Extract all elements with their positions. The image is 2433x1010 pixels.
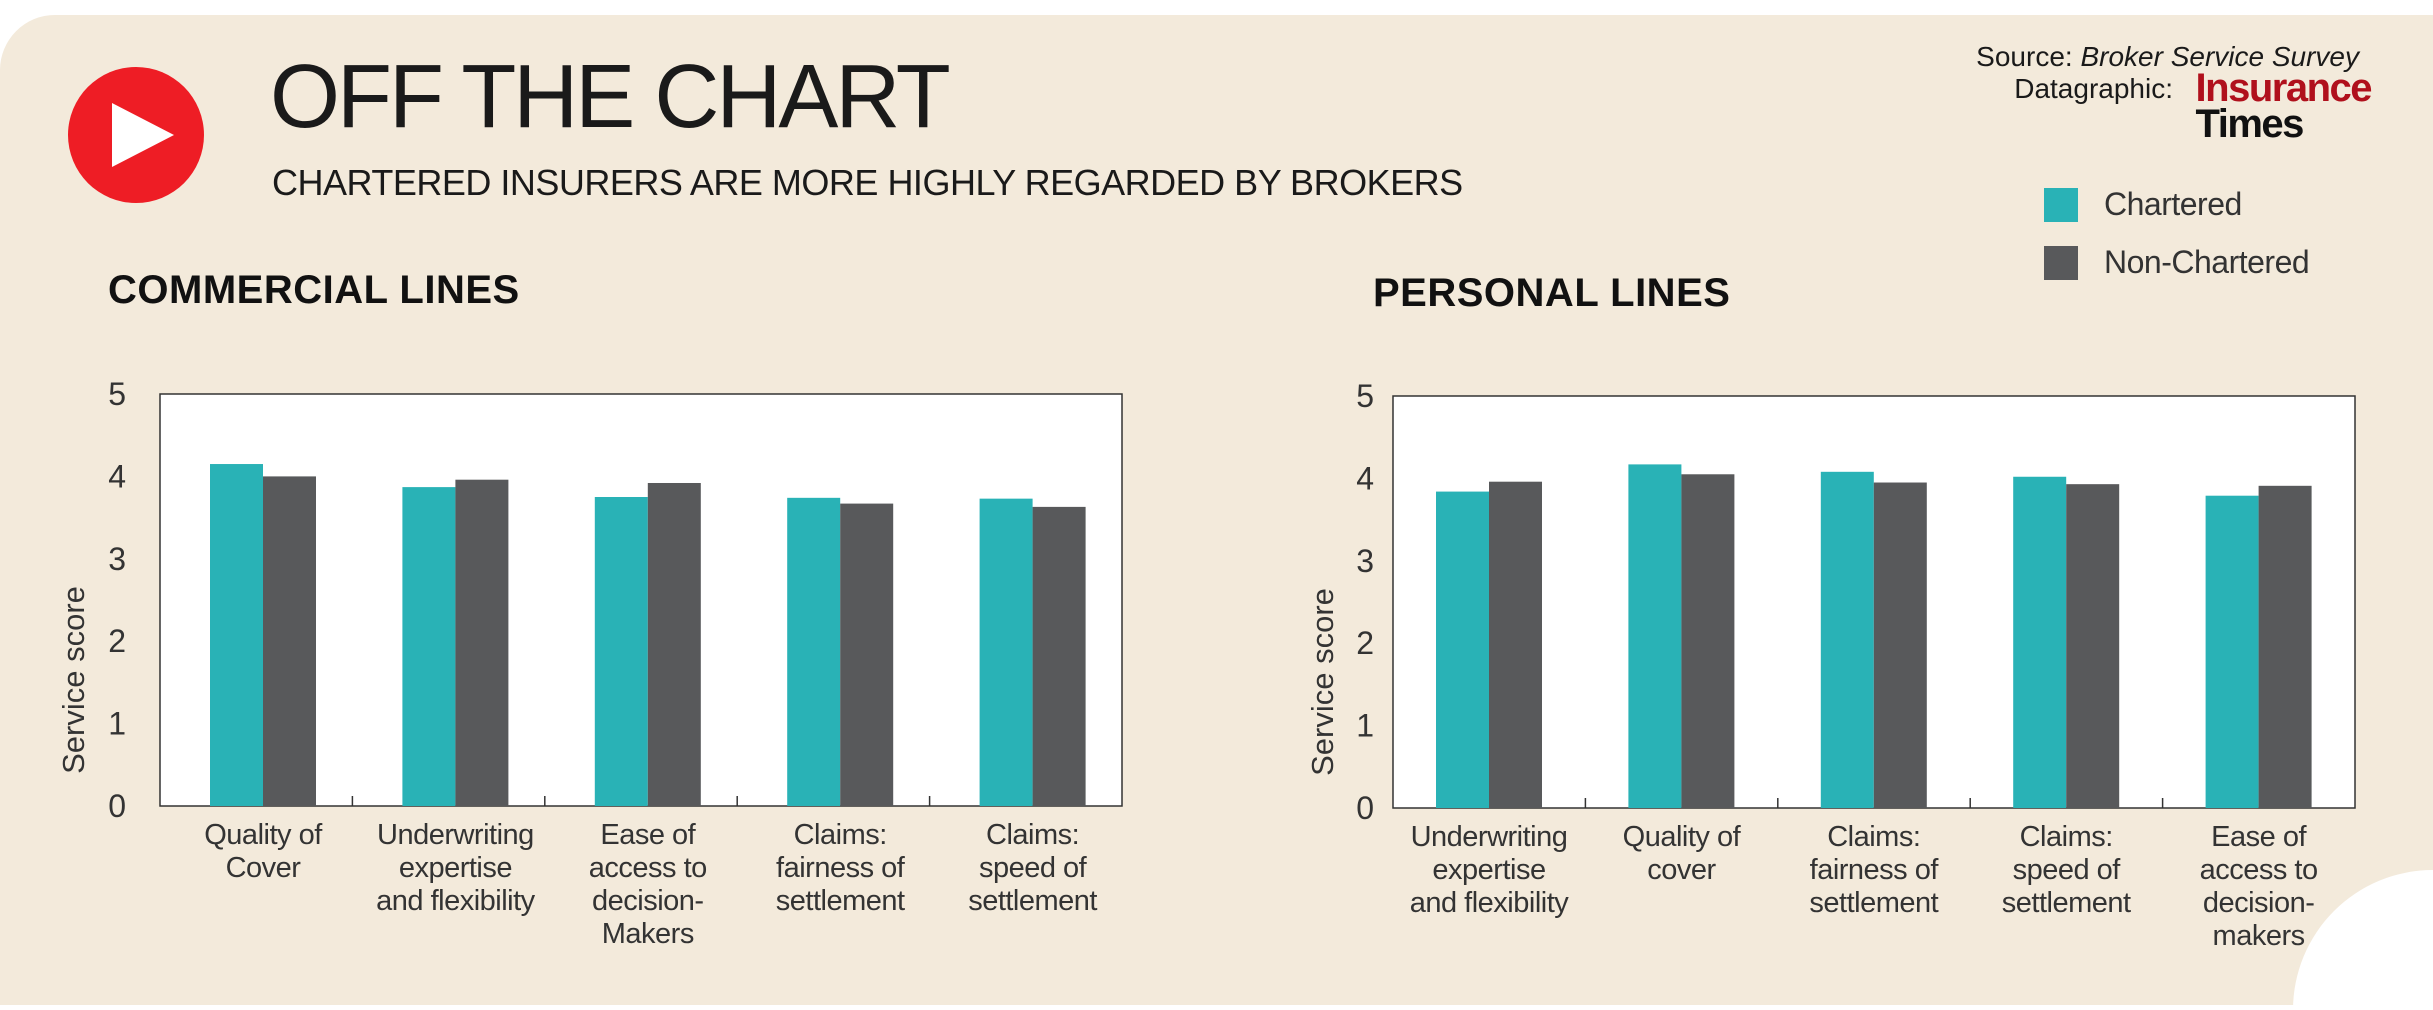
commercial-x-category-label-4: Claims: speed of settlement bbox=[968, 819, 1097, 917]
personal-bar-non-chartered-1 bbox=[1681, 474, 1735, 808]
commercial-bar-non-chartered-1 bbox=[455, 479, 509, 806]
commercial-y-tick-label-4: 4 bbox=[108, 458, 126, 494]
commercial-y-tick-label-1: 1 bbox=[108, 706, 126, 742]
personal-y-tick-label-5: 5 bbox=[1356, 378, 1374, 414]
personal-bar-chartered-2 bbox=[1820, 471, 1874, 808]
legend-swatch-non-chartered bbox=[2044, 246, 2078, 280]
commercial-lines-title: COMMERCIAL LINES bbox=[108, 268, 520, 312]
commercial-y-tick-label-2: 2 bbox=[108, 623, 126, 659]
datagraphic-label: Datagraphic: bbox=[2014, 73, 2173, 104]
commercial-x-category-label-2: Ease of access to decision-Makers bbox=[589, 819, 707, 950]
legend-label-non-chartered: Non-Chartered bbox=[2104, 244, 2310, 280]
commercial-y-axis-label: Service score bbox=[56, 586, 91, 774]
play-icon bbox=[68, 67, 204, 203]
commercial-lines-chart: 0 1 2 3 4 5 Service score Quality of Cover Underw… bbox=[56, 376, 1123, 950]
page-subtitle: CHARTERED INSURERS ARE MORE HIGHLY REGAR… bbox=[272, 162, 1463, 203]
personal-x-category-label-4: Ease of access to decision-makers bbox=[2200, 821, 2318, 952]
personal-bar-chartered-1 bbox=[1628, 464, 1682, 808]
page-title: OFF THE CHART bbox=[270, 47, 951, 147]
personal-x-category-label-1: Quality of cover bbox=[1623, 821, 1742, 886]
personal-y-tick-label-0: 0 bbox=[1356, 790, 1374, 826]
commercial-bar-chartered-2 bbox=[594, 497, 648, 806]
personal-y-axis-label: Service score bbox=[1305, 588, 1340, 776]
commercial-bar-chartered-1 bbox=[402, 487, 456, 806]
insurance-times-logo: Insurance Times bbox=[2195, 66, 2373, 146]
commercial-bar-chartered-3 bbox=[787, 497, 841, 806]
personal-bar-non-chartered-0 bbox=[1489, 481, 1542, 808]
source-credit: Source: Broker Service Survey bbox=[1976, 41, 2359, 73]
personal-x-category-label-3: Claims: speed of settlement bbox=[2002, 821, 2131, 919]
personal-bar-chartered-4 bbox=[2205, 495, 2259, 808]
commercial-bar-non-chartered-3 bbox=[840, 503, 894, 806]
commercial-y-tick-label-5: 5 bbox=[108, 376, 126, 412]
personal-lines-title: PERSONAL LINES bbox=[1373, 271, 1731, 315]
commercial-bar-non-chartered-0 bbox=[263, 476, 316, 806]
personal-bar-non-chartered-4 bbox=[2258, 485, 2312, 808]
commercial-x-category-label-0: Quality of Cover bbox=[204, 819, 323, 884]
personal-bar-chartered-3 bbox=[2013, 476, 2067, 808]
personal-bar-non-chartered-3 bbox=[2066, 484, 2120, 808]
commercial-y-tick-label-3: 3 bbox=[108, 541, 126, 577]
personal-x-category-label-2: Claims: fairness of settlement bbox=[1809, 821, 1939, 919]
personal-y-tick-label-4: 4 bbox=[1356, 460, 1374, 496]
brand-line-1: Insurance bbox=[2195, 66, 2373, 110]
commercial-x-category-label-3: Claims: fairness of settlement bbox=[776, 819, 906, 917]
source-name: Broker Service Survey bbox=[2080, 41, 2359, 72]
personal-bar-chartered-0 bbox=[1436, 491, 1489, 808]
personal-y-tick-label-1: 1 bbox=[1356, 708, 1374, 744]
commercial-x-category-label-1: Underwriting expertise and flexibility bbox=[376, 819, 536, 917]
personal-x-category-label-0: Underwriting expertise and flexibility bbox=[1410, 821, 1570, 919]
commercial-bar-chartered-4 bbox=[979, 498, 1033, 806]
commercial-bar-non-chartered-4 bbox=[1032, 506, 1086, 806]
legend-swatch-chartered bbox=[2044, 188, 2078, 222]
personal-bar-non-chartered-2 bbox=[1873, 482, 1927, 808]
commercial-bar-non-chartered-2 bbox=[647, 482, 701, 806]
commercial-bar-chartered-0 bbox=[210, 464, 263, 806]
legend-label-chartered: Chartered bbox=[2104, 186, 2242, 222]
source-label: Source: bbox=[1976, 41, 2081, 72]
commercial-y-tick-label-0: 0 bbox=[108, 788, 126, 824]
personal-y-tick-label-3: 3 bbox=[1356, 543, 1374, 579]
personal-y-tick-label-2: 2 bbox=[1356, 625, 1374, 661]
brand-line-2: Times bbox=[2195, 102, 2305, 146]
